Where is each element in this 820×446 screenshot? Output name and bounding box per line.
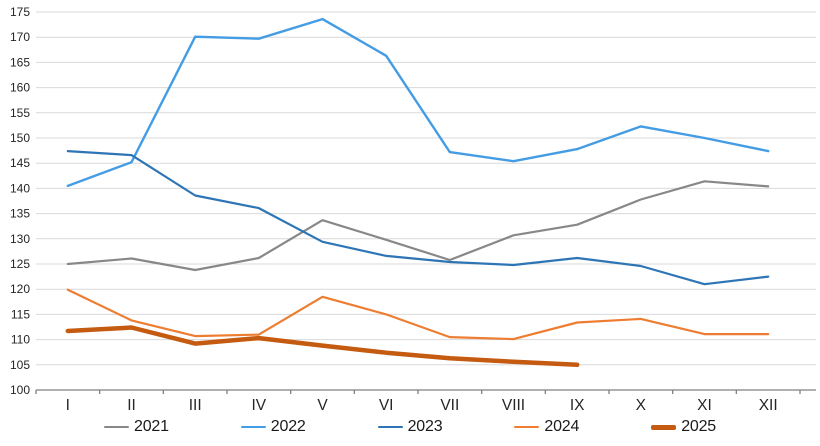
y-tick-label: 150: [10, 131, 30, 145]
legend-item-2021: 2021: [104, 419, 169, 435]
y-tick-label: 130: [10, 232, 30, 246]
y-tick-label: 135: [10, 207, 30, 221]
legend-label-2025: 2025: [681, 418, 716, 435]
y-tick-label: 125: [10, 257, 30, 271]
legend-marker-2024: [514, 425, 540, 429]
y-tick-label: 170: [10, 30, 30, 44]
y-tick-label: 110: [11, 333, 30, 347]
y-tick-label: 140: [10, 181, 30, 195]
series-line-2024: [66, 288, 770, 341]
series-line-2021: [66, 180, 770, 272]
series-line-2025: [65, 325, 580, 368]
legend-label-2021: 2021: [134, 418, 169, 435]
x-tick-label: I: [66, 397, 70, 414]
series-line-2023: [66, 150, 770, 286]
legend-marker-2025: [651, 424, 677, 430]
legend-item-2024: 2024: [514, 419, 579, 435]
y-tick-label: 100: [10, 383, 30, 397]
chart-plot-area: 100 105 110 115 120 125 130 135 140 145 150 155 160 1…: [10, 5, 816, 414]
x-tick-label: V: [317, 397, 328, 414]
x-tick-label: VII: [440, 397, 459, 414]
x-tick-label: X: [636, 397, 647, 414]
legend-marker-2023: [377, 425, 403, 429]
y-tick-label: 155: [10, 106, 30, 120]
y-tick-label: 165: [10, 55, 30, 69]
x-tick-label: IX: [570, 397, 585, 414]
legend-label-2024: 2024: [544, 418, 580, 435]
legend-item-2023: 2023: [377, 418, 443, 435]
x-tick-label: IV: [252, 397, 267, 414]
legend-marker-2021: [104, 425, 129, 429]
y-tick-label: 105: [10, 358, 30, 372]
x-tick-label: VI: [379, 397, 394, 414]
legend-marker-2022: [240, 425, 266, 429]
y-tick-label: 175: [10, 5, 30, 19]
x-tick-label: VIII: [502, 397, 525, 414]
x-tick-label: XI: [697, 397, 712, 414]
y-tick-label: 115: [11, 307, 30, 321]
x-tick-label: III: [189, 397, 202, 414]
y-tick-label: 145: [10, 156, 30, 170]
x-tick-label: XII: [759, 397, 778, 414]
series-line-2022: [66, 17, 770, 188]
x-tick-label: II: [127, 397, 136, 414]
legend-item-2025: 2025: [651, 419, 716, 435]
legend-label-2023: 2023: [407, 418, 443, 435]
legend: 2021 2022 2023 2024 2025: [0, 412, 820, 442]
legend-label-2022: 2022: [270, 418, 306, 435]
y-tick-label: 120: [10, 282, 30, 296]
legend-item-2022: 2022: [240, 418, 306, 435]
y-tick-label: 160: [10, 81, 30, 95]
